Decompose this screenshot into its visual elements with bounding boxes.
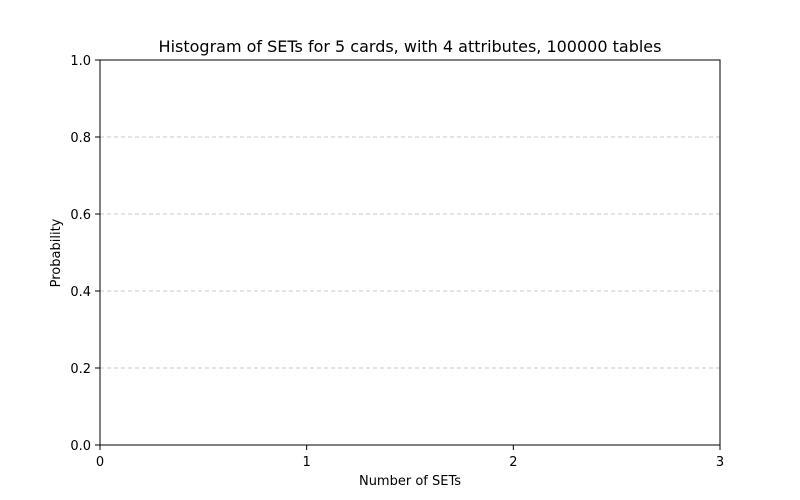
x-tick-label: 0 xyxy=(96,455,104,470)
y-tick-label: 0.2 xyxy=(70,362,91,377)
x-axis-label: Number of SETs xyxy=(359,474,461,489)
y-tick-label: 0.8 xyxy=(70,131,91,146)
y-axis-label: Probability xyxy=(49,218,64,287)
x-tick-label: 1 xyxy=(303,455,311,470)
y-tick-label: 0.4 xyxy=(70,285,91,300)
plot-frame xyxy=(99,59,721,446)
y-axis-ticks: 0.0 0.2 0.4 0.6 0.8 1.0 xyxy=(70,54,100,454)
x-tick-label: 2 xyxy=(509,455,517,470)
y-tick-label: 1.0 xyxy=(70,54,91,69)
x-axis-ticks: 0 1 2 3 xyxy=(96,445,724,470)
y-tick-label: 0.6 xyxy=(70,208,91,223)
x-tick-label: 3 xyxy=(716,455,724,470)
y-tick-label: 0.0 xyxy=(70,439,91,454)
chart-title: Histogram of SETs for 5 cards, with 4 at… xyxy=(159,37,662,56)
y-gridlines xyxy=(100,136,720,369)
